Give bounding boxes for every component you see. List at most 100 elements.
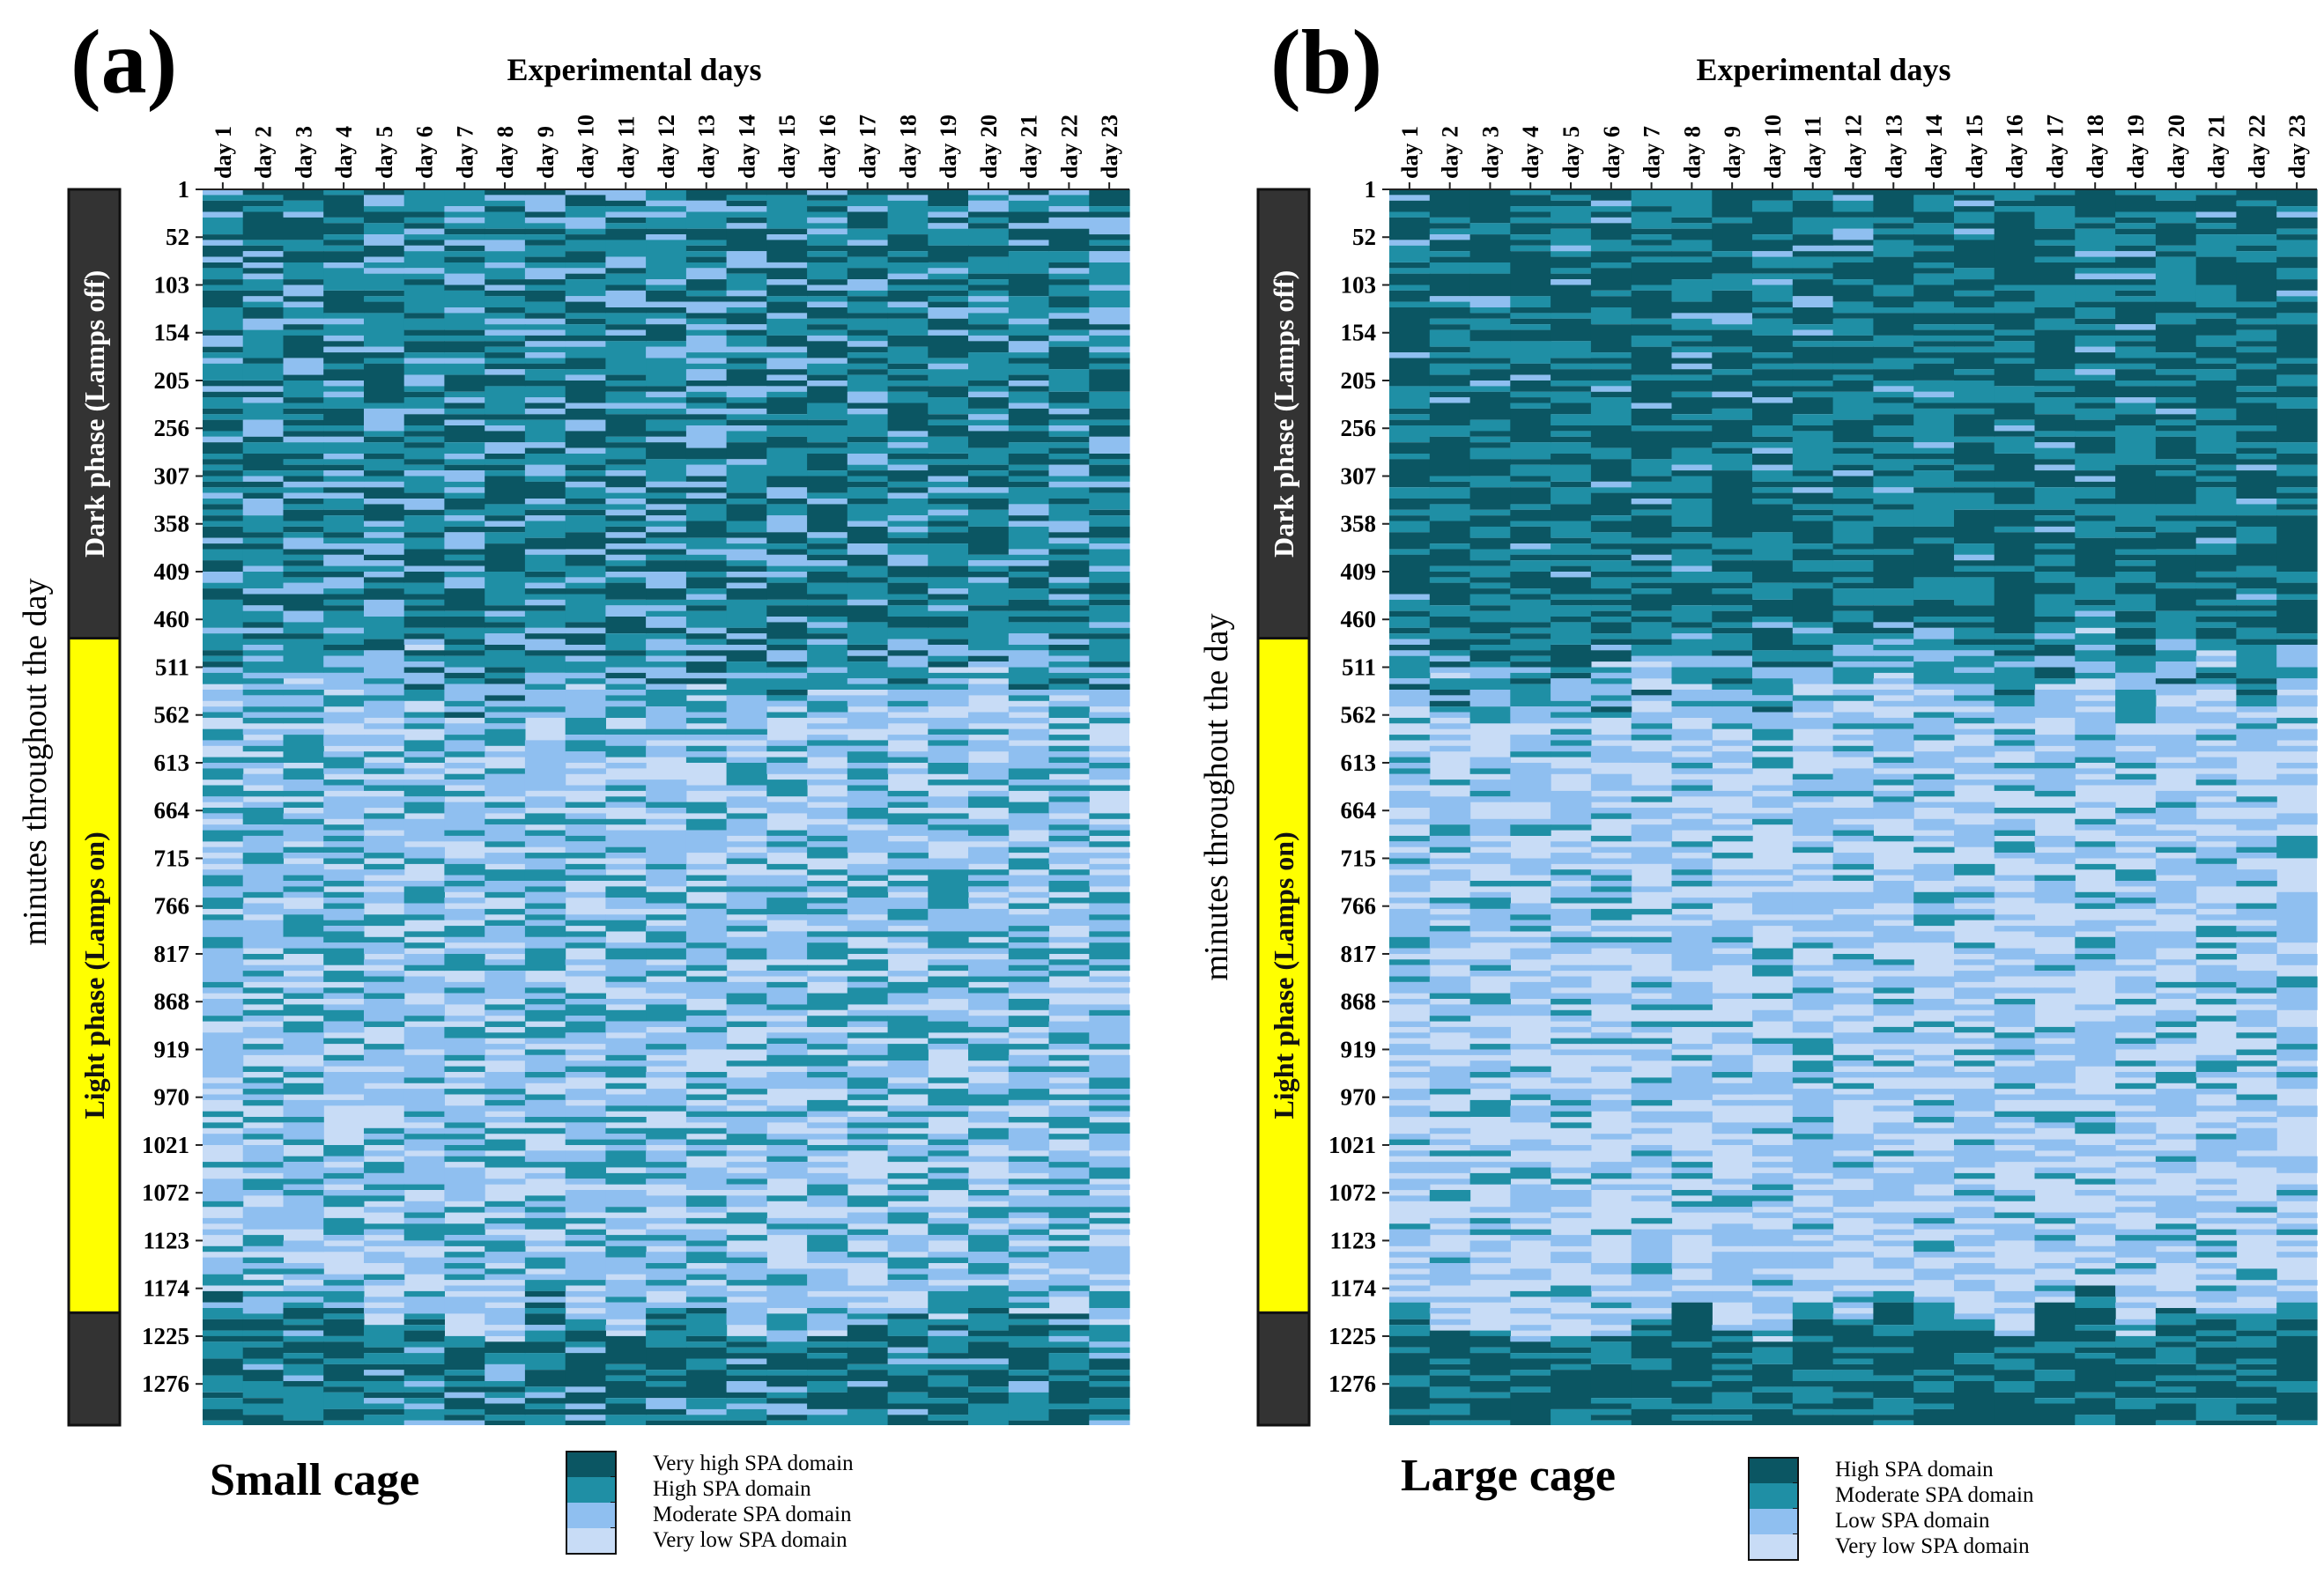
heatmap-cell bbox=[887, 1172, 929, 1179]
heatmap-cell bbox=[807, 633, 848, 639]
heatmap-cell bbox=[485, 1072, 526, 1090]
heatmap-cell bbox=[766, 301, 808, 314]
heatmap-cell bbox=[1469, 1240, 1511, 1253]
heatmap-cell bbox=[1913, 735, 1955, 741]
heatmap-cell bbox=[444, 886, 485, 892]
heatmap-cell bbox=[1429, 898, 1471, 904]
heatmap-cell bbox=[646, 655, 687, 662]
heatmap-cell bbox=[524, 993, 566, 999]
heatmap-cell bbox=[928, 824, 969, 831]
heatmap-cell bbox=[1008, 1420, 1050, 1425]
heatmap-cell bbox=[605, 1145, 647, 1151]
heatmap-cell bbox=[1510, 1358, 1551, 1371]
heatmap-cell bbox=[1873, 717, 1914, 724]
heatmap-cell bbox=[1792, 846, 1834, 854]
x-tick-label: day 3 bbox=[291, 126, 316, 179]
heatmap-cell bbox=[364, 1195, 405, 1201]
heatmap-cell bbox=[242, 549, 284, 566]
heatmap-cell bbox=[2195, 1089, 2238, 1095]
y-tick-label: 1 bbox=[178, 176, 190, 203]
heatmap-cell bbox=[2195, 211, 2238, 218]
heatmap-cell bbox=[524, 313, 566, 319]
heatmap-cell bbox=[1792, 987, 1834, 994]
heatmap-cell bbox=[283, 706, 324, 713]
heatmap-cell bbox=[1631, 189, 1673, 207]
heatmap-cell bbox=[605, 599, 647, 606]
heatmap-column-20 bbox=[968, 189, 1010, 1425]
heatmap-cell bbox=[203, 1302, 244, 1309]
heatmap-cell bbox=[364, 256, 405, 262]
heatmap-cell bbox=[2155, 1392, 2197, 1399]
heatmap-cell bbox=[1008, 296, 1050, 319]
heatmap-column-7 bbox=[444, 189, 485, 1425]
heatmap-cell bbox=[1389, 1408, 1431, 1415]
heatmap-cell bbox=[1590, 1420, 1632, 1425]
heatmap-cell bbox=[1832, 470, 1874, 477]
heatmap-cell bbox=[2034, 1398, 2076, 1404]
heatmap-cell bbox=[605, 464, 647, 471]
heatmap-cell bbox=[1048, 1054, 1090, 1061]
heatmap-cell bbox=[1832, 655, 1874, 662]
heatmap-cell bbox=[605, 959, 647, 977]
heatmap-cell bbox=[1048, 617, 1090, 623]
heatmap-cell bbox=[646, 639, 687, 651]
heatmap-cell bbox=[444, 1139, 485, 1145]
heatmap-cell bbox=[1792, 1077, 1834, 1083]
heatmap-cell bbox=[928, 1021, 969, 1033]
heatmap-cell bbox=[565, 1217, 606, 1224]
heatmap-cell bbox=[1994, 200, 2036, 207]
heatmap-cell bbox=[1389, 358, 1431, 387]
heatmap-cell bbox=[887, 537, 929, 544]
heatmap-cell bbox=[1994, 403, 2036, 420]
heatmap-cell bbox=[968, 335, 1010, 342]
heatmap-cell bbox=[1048, 504, 1090, 521]
heatmap-cell bbox=[1008, 1032, 1050, 1038]
heatmap-cell bbox=[766, 757, 808, 763]
heatmap-cell bbox=[1510, 1089, 1551, 1095]
heatmap-cell bbox=[242, 1077, 284, 1083]
heatmap-cell bbox=[1954, 335, 1995, 342]
heatmap-cell bbox=[685, 335, 728, 352]
heatmap-cell bbox=[726, 757, 767, 763]
heatmap-cell bbox=[565, 1179, 606, 1185]
heatmap-cell bbox=[2155, 1032, 2197, 1038]
heatmap-cell bbox=[766, 1420, 808, 1425]
heatmap-cell bbox=[1510, 543, 1551, 550]
heatmap-cell bbox=[1832, 381, 1874, 392]
heatmap-cell bbox=[1551, 712, 1592, 718]
heatmap-cell bbox=[364, 993, 405, 999]
heatmap-cell bbox=[1712, 881, 1753, 887]
heatmap-cell bbox=[485, 1330, 526, 1336]
heatmap-cell bbox=[807, 936, 848, 943]
x-tick-label: day 23 bbox=[1097, 115, 1122, 179]
heatmap-cell bbox=[1590, 1263, 1632, 1275]
heatmap-cell bbox=[1551, 1026, 1592, 1033]
heatmap-cell bbox=[1994, 481, 2036, 488]
heatmap-cell bbox=[1429, 1162, 1471, 1173]
heatmap-cell bbox=[524, 712, 566, 718]
heatmap-cell bbox=[766, 846, 808, 854]
heatmap-cell bbox=[2075, 1212, 2116, 1218]
heatmap-cell bbox=[2155, 1347, 2197, 1364]
heatmap-cell bbox=[1551, 1179, 1592, 1185]
heatmap-cell bbox=[1510, 1290, 1551, 1297]
heatmap-column-8 bbox=[485, 189, 526, 1425]
heatmap-cell bbox=[605, 650, 647, 656]
heatmap-cell bbox=[1994, 667, 2036, 690]
heatmap-cell bbox=[1631, 285, 1673, 291]
heatmap-cell bbox=[364, 459, 405, 471]
heatmap-cell bbox=[1712, 273, 1753, 291]
heatmap-cell bbox=[524, 1325, 566, 1331]
heatmap-cell bbox=[1752, 700, 1794, 707]
heatmap-cell bbox=[403, 617, 445, 628]
legend-swatch bbox=[566, 1528, 616, 1554]
heatmap-cell bbox=[283, 1308, 324, 1319]
heatmap-cell bbox=[524, 279, 566, 285]
heatmap-cell bbox=[444, 1257, 485, 1263]
heatmap-cell bbox=[565, 470, 606, 477]
heatmap-cell bbox=[1913, 695, 1955, 707]
heatmap-cell bbox=[1671, 369, 1713, 375]
heatmap-cell bbox=[485, 650, 526, 668]
heatmap-cell bbox=[565, 279, 606, 297]
heatmap-cell bbox=[1089, 509, 1130, 516]
